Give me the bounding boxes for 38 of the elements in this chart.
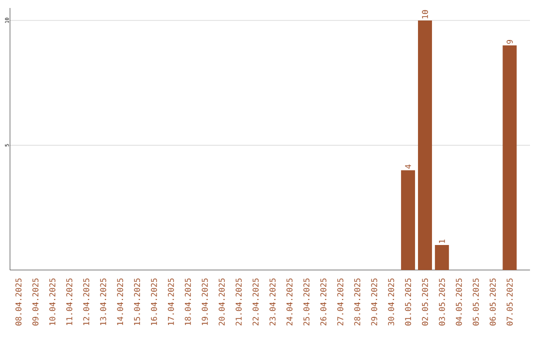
x-tick-label: 11.04.2025 — [66, 278, 72, 326]
x-tick-label: 28.04.2025 — [354, 278, 360, 326]
x-tick-label: 06.05.2025 — [490, 278, 496, 326]
bar — [418, 20, 432, 270]
x-tick-label: 02.05.2025 — [422, 278, 428, 326]
x-tick-label: 24.04.2025 — [286, 278, 293, 326]
bar — [502, 45, 517, 270]
x-tick-label: 08.04.2025 — [15, 278, 22, 326]
x-tick-label: 05.05.2025 — [472, 278, 479, 326]
x-tick-label: 15.04.2025 — [134, 278, 140, 326]
x-tick-label: 19.04.2025 — [202, 278, 208, 326]
x-tick-label: 07.05.2025 — [506, 278, 513, 326]
x-tick-label: 26.04.2025 — [320, 278, 326, 326]
x-tick-label: 10.04.2025 — [49, 278, 56, 326]
data-label: 9 — [506, 40, 513, 44]
x-tick-label: 03.05.2025 — [438, 278, 445, 326]
x-tick-label: 16.04.2025 — [150, 278, 157, 326]
x-tick-label: 27.04.2025 — [337, 278, 344, 326]
data-label: 10 — [422, 10, 428, 18]
x-tick-label: 04.05.2025 — [456, 278, 462, 326]
x-tick-label: 18.04.2025 — [184, 278, 191, 326]
x-tick-label: 14.04.2025 — [117, 278, 124, 326]
x-tick-label: 29.04.2025 — [371, 278, 378, 326]
data-label: 4 — [405, 164, 411, 169]
x-tick-label: 20.04.2025 — [218, 278, 225, 326]
x-tick-label: 12.04.2025 — [83, 278, 90, 326]
x-tick-label: 09.04.2025 — [32, 278, 38, 326]
x-tick-label: 22.04.2025 — [252, 278, 259, 326]
bar — [434, 245, 449, 270]
bar — [401, 170, 416, 270]
data-label: 1 — [439, 240, 445, 243]
x-tick-label: 30.04.2025 — [388, 278, 394, 326]
x-tick-label: 23.04.2025 — [270, 278, 276, 326]
x-tick-label: 17.04.2025 — [168, 278, 174, 326]
x-tick-label: 13.04.2025 — [100, 278, 106, 326]
x-tick-label: 21.04.2025 — [236, 278, 242, 326]
x-tick-label: 01.05.2025 — [405, 278, 412, 326]
x-tick-label: 25.04.2025 — [303, 278, 310, 326]
